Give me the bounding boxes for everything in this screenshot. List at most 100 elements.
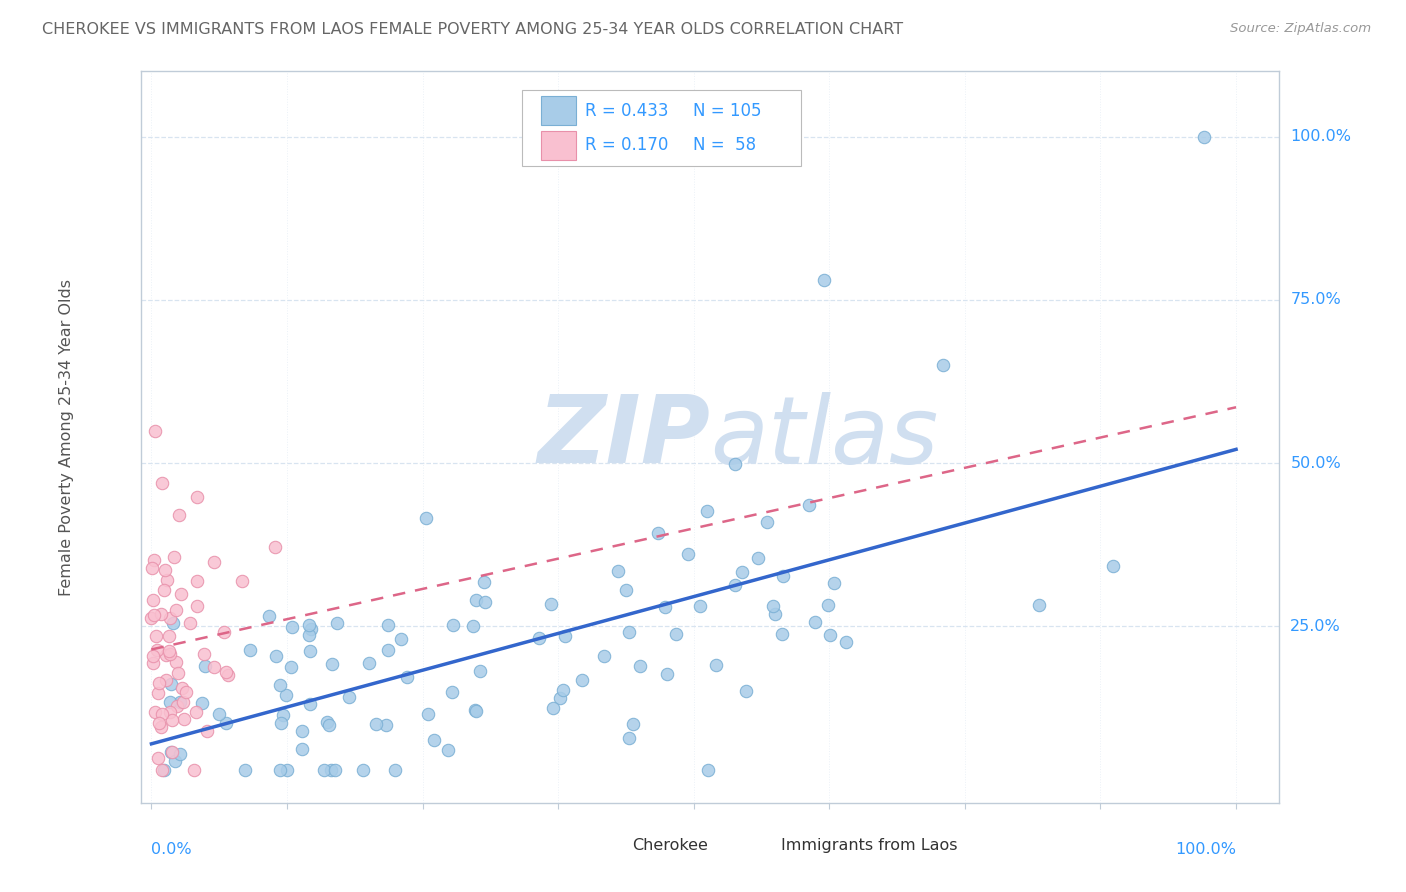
- Point: [142, 656, 165, 670]
- Text: ZIP: ZIP: [537, 391, 710, 483]
- Point: [1028, 598, 1050, 612]
- Point: [150, 475, 173, 490]
- Point: [418, 707, 440, 722]
- Point: [571, 673, 593, 687]
- Point: [813, 273, 835, 287]
- Point: [231, 574, 253, 588]
- Point: [527, 631, 550, 645]
- Point: [696, 763, 718, 777]
- Point: [155, 673, 177, 688]
- Text: CHEROKEE VS IMMIGRANTS FROM LAOS FEMALE POVERTY AMONG 25-34 YEAR OLDS CORRELATIO: CHEROKEE VS IMMIGRANTS FROM LAOS FEMALE …: [42, 22, 903, 37]
- Point: [541, 701, 564, 715]
- Point: [141, 611, 163, 625]
- Point: [665, 627, 688, 641]
- Bar: [596, 838, 624, 854]
- Point: [440, 684, 463, 698]
- Text: 75.0%: 75.0%: [1291, 293, 1341, 308]
- Point: [321, 657, 343, 672]
- Point: [146, 685, 169, 699]
- Point: [148, 716, 170, 731]
- Point: [235, 763, 257, 777]
- Point: [170, 681, 193, 696]
- Point: [159, 705, 181, 719]
- Text: Cherokee: Cherokee: [633, 838, 709, 854]
- Point: [1192, 129, 1215, 144]
- Point: [318, 718, 340, 732]
- Point: [167, 508, 190, 523]
- Bar: [541, 131, 575, 160]
- Point: [772, 627, 794, 641]
- Point: [724, 457, 747, 471]
- Point: [696, 503, 718, 517]
- Point: [464, 704, 486, 718]
- Point: [172, 695, 194, 709]
- Point: [269, 678, 291, 692]
- Point: [735, 684, 758, 698]
- Point: [465, 592, 488, 607]
- Point: [186, 574, 208, 588]
- Point: [159, 746, 181, 760]
- Text: 50.0%: 50.0%: [1291, 456, 1341, 471]
- Text: N = 105: N = 105: [693, 102, 762, 120]
- Point: [298, 628, 321, 642]
- Point: [395, 670, 418, 684]
- Point: [606, 564, 628, 578]
- Point: [472, 575, 495, 590]
- Point: [146, 751, 169, 765]
- Point: [339, 690, 361, 705]
- Point: [730, 566, 752, 580]
- Point: [463, 619, 485, 633]
- Point: [817, 598, 839, 612]
- Point: [280, 659, 302, 673]
- Point: [193, 647, 215, 661]
- Point: [325, 763, 347, 777]
- Point: [149, 607, 172, 622]
- Point: [163, 550, 186, 565]
- Point: [186, 490, 208, 504]
- Point: [377, 643, 399, 657]
- Point: [316, 714, 339, 729]
- Point: [191, 696, 214, 710]
- Point: [299, 622, 322, 636]
- Point: [747, 551, 769, 566]
- Point: [208, 706, 231, 721]
- Point: [474, 595, 496, 609]
- Point: [186, 706, 208, 720]
- Point: [166, 698, 188, 713]
- Point: [159, 695, 181, 709]
- Point: [755, 515, 778, 529]
- Point: [160, 677, 183, 691]
- Point: [142, 648, 165, 663]
- Point: [217, 668, 239, 682]
- Point: [276, 763, 298, 777]
- Point: [194, 659, 217, 673]
- Point: [298, 617, 321, 632]
- Point: [186, 599, 208, 614]
- Point: [540, 597, 562, 611]
- Point: [281, 620, 304, 634]
- Point: [183, 763, 205, 777]
- Text: R = 0.170: R = 0.170: [585, 136, 668, 154]
- Point: [932, 358, 955, 372]
- Point: [145, 629, 167, 643]
- Point: [143, 424, 166, 438]
- Point: [263, 541, 285, 555]
- Point: [173, 713, 195, 727]
- Point: [162, 745, 184, 759]
- Text: 100.0%: 100.0%: [1291, 129, 1351, 145]
- Point: [179, 615, 201, 630]
- Point: [422, 732, 444, 747]
- Point: [159, 647, 181, 661]
- Point: [772, 569, 794, 583]
- Point: [202, 555, 225, 569]
- Point: [142, 593, 165, 607]
- Point: [621, 717, 644, 731]
- Point: [165, 655, 187, 669]
- Point: [155, 648, 177, 662]
- Point: [724, 578, 747, 592]
- Point: [150, 707, 173, 722]
- Text: 100.0%: 100.0%: [1175, 842, 1236, 857]
- Point: [377, 618, 399, 632]
- Point: [364, 716, 387, 731]
- Point: [464, 703, 486, 717]
